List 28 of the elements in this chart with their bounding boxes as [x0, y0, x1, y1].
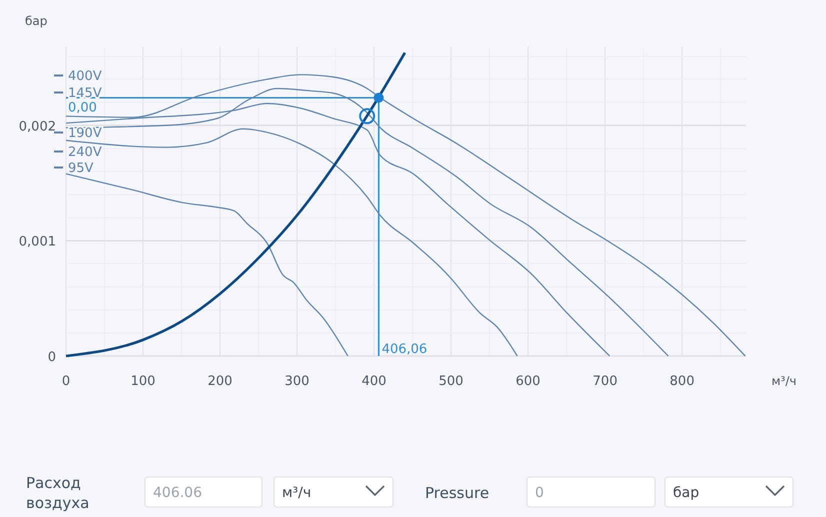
x-tick-label: 300: [284, 374, 310, 389]
x-tick-label: 100: [130, 374, 156, 389]
legend-label: 240V: [68, 145, 102, 160]
dropdown-field: бар: [664, 476, 794, 508]
x-tick-label: 200: [208, 374, 232, 389]
x-tick-label: 800: [670, 374, 694, 389]
text-field: 406.06: [144, 476, 262, 508]
legend-label: 190V: [68, 126, 102, 141]
dropdown-field: м³/ч: [274, 476, 394, 508]
ref-line-label: 0,00: [68, 100, 97, 116]
legend-label: 400V: [68, 69, 102, 84]
text: Расход воздуха: [26, 474, 90, 512]
text-field: 0: [526, 476, 656, 508]
ref-line-label: 406,06: [382, 342, 428, 357]
y-tick-label: 0,001: [18, 234, 56, 250]
x-tick-label: 600: [516, 374, 540, 389]
line-series: [65, 128, 518, 357]
x-tick-label: 500: [438, 374, 464, 389]
x-tick-label: 700: [592, 374, 618, 389]
text: Pressure: [425, 484, 490, 502]
y-tick-label: 0: [48, 350, 56, 365]
x-axis-title: м³/ч: [772, 374, 796, 388]
x-tick-label: 0: [62, 374, 70, 389]
y-tick-label: 0,002: [18, 119, 56, 134]
legend-label: 95V: [68, 161, 94, 176]
x-tick-label: 400: [362, 374, 386, 389]
line-series: [65, 173, 348, 357]
y-axis-title: бар: [25, 14, 48, 28]
